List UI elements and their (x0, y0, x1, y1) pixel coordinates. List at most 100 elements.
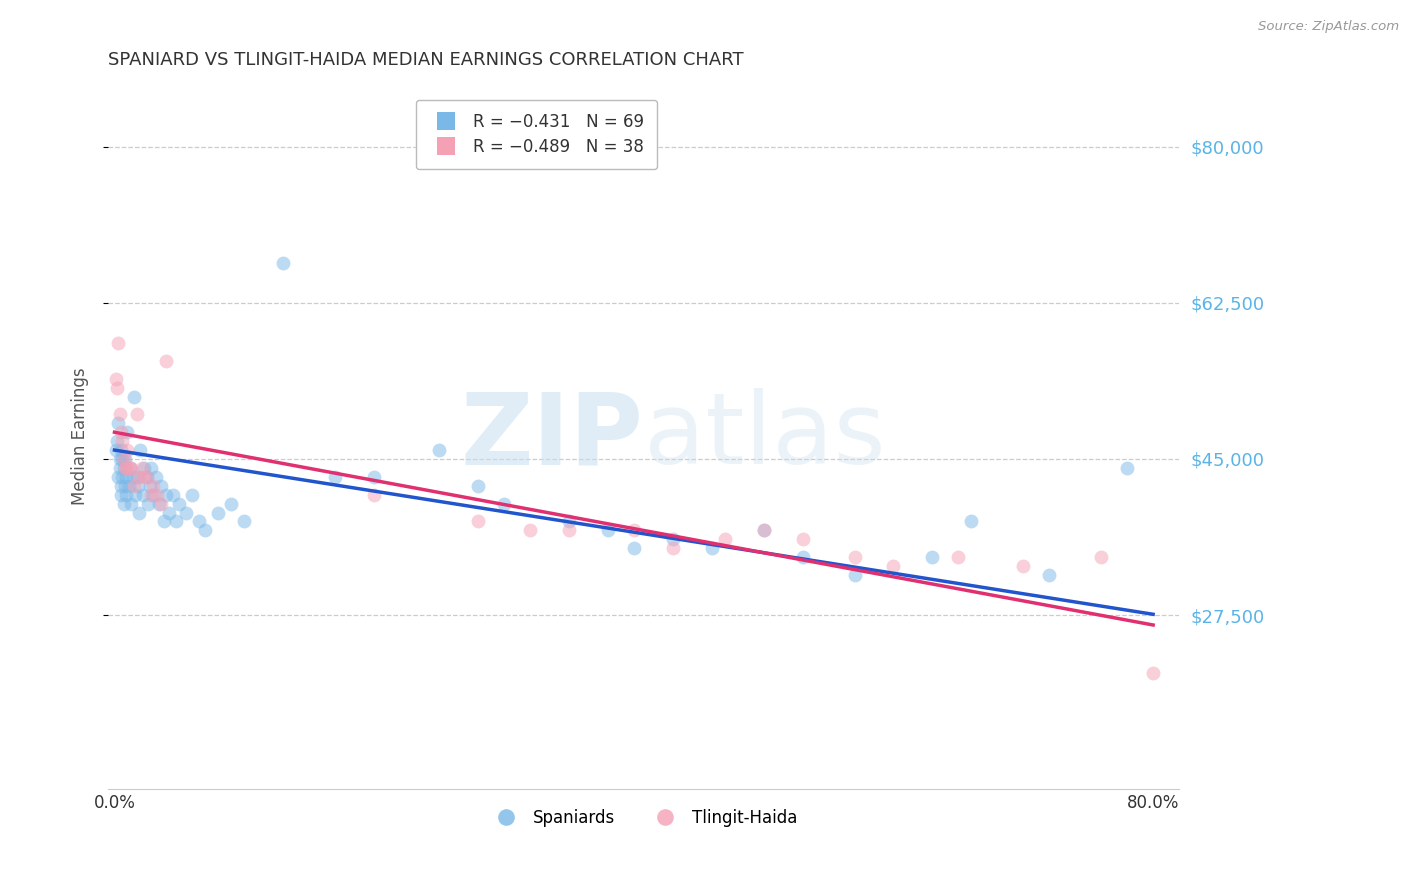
Text: ZIP: ZIP (461, 388, 644, 485)
Point (713, 533, 735, 547)
Point (148, 497, 170, 511)
Point (427, 443, 450, 458)
Text: Source: ZipAtlas.com: Source: ZipAtlas.com (1258, 20, 1399, 33)
Point (139, 461, 162, 475)
Text: SPANIARD VS TLINGIT-HAIDA MEDIAN EARNINGS CORRELATION CHART: SPANIARD VS TLINGIT-HAIDA MEDIAN EARNING… (108, 51, 744, 69)
Point (131, 461, 153, 475)
Point (108, 408, 131, 422)
Legend: Spaniards, Tlingit-Haida: Spaniards, Tlingit-Haida (484, 803, 804, 834)
Point (960, 515, 983, 529)
Point (114, 479, 136, 493)
Point (125, 470, 148, 484)
Point (122, 479, 145, 493)
Point (110, 479, 132, 493)
Point (107, 335, 129, 350)
Point (752, 524, 775, 538)
Text: atlas: atlas (644, 388, 886, 485)
Point (107, 470, 129, 484)
Point (207, 506, 229, 520)
Point (125, 408, 148, 422)
Point (111, 452, 134, 467)
Point (127, 479, 149, 493)
Point (155, 488, 177, 502)
Point (1142, 666, 1164, 681)
Point (467, 515, 489, 529)
Point (792, 550, 814, 565)
Point (363, 470, 385, 484)
Point (882, 559, 904, 574)
Point (111, 434, 134, 449)
Point (129, 443, 152, 458)
Y-axis label: Median Earnings: Median Earnings (72, 368, 89, 506)
Point (145, 470, 167, 484)
Point (104, 372, 127, 386)
Point (110, 443, 132, 458)
Point (181, 488, 204, 502)
Point (1116, 461, 1139, 475)
Point (108, 461, 131, 475)
Point (792, 533, 814, 547)
Point (120, 461, 142, 475)
Point (112, 461, 135, 475)
Point (121, 470, 143, 484)
Point (492, 497, 515, 511)
Point (752, 524, 775, 538)
Point (134, 470, 156, 484)
Point (105, 381, 128, 395)
Point (122, 390, 145, 404)
Point (661, 533, 683, 547)
Point (139, 488, 162, 502)
Point (153, 515, 176, 529)
Point (323, 470, 346, 484)
Point (110, 488, 132, 502)
Point (155, 353, 177, 368)
Point (623, 524, 645, 538)
Point (467, 479, 489, 493)
Point (136, 470, 159, 484)
Point (138, 479, 160, 493)
Point (596, 524, 619, 538)
Point (174, 506, 197, 520)
Point (700, 541, 723, 556)
Point (110, 425, 132, 440)
Point (114, 452, 136, 467)
Point (187, 515, 209, 529)
Point (136, 470, 159, 484)
Point (117, 425, 139, 440)
Point (169, 497, 191, 511)
Point (844, 568, 866, 582)
Point (150, 497, 173, 511)
Point (128, 506, 150, 520)
Point (157, 506, 180, 520)
Point (120, 461, 142, 475)
Point (233, 515, 256, 529)
Point (120, 461, 142, 475)
Point (844, 550, 866, 565)
Point (142, 488, 165, 502)
Point (623, 541, 645, 556)
Point (120, 497, 142, 511)
Point (162, 488, 184, 502)
Point (146, 488, 169, 502)
Point (165, 515, 187, 529)
Point (1038, 568, 1060, 582)
Point (117, 443, 139, 458)
Point (150, 479, 173, 493)
Point (105, 434, 128, 449)
Point (118, 479, 141, 493)
Point (134, 461, 156, 475)
Point (921, 550, 943, 565)
Point (1012, 559, 1035, 574)
Point (363, 488, 385, 502)
Point (108, 452, 131, 467)
Point (558, 515, 581, 529)
Point (519, 524, 541, 538)
Point (1090, 550, 1112, 565)
Point (142, 479, 165, 493)
Point (107, 417, 129, 431)
Point (948, 550, 970, 565)
Point (661, 541, 683, 556)
Point (115, 488, 138, 502)
Point (104, 443, 127, 458)
Point (112, 497, 135, 511)
